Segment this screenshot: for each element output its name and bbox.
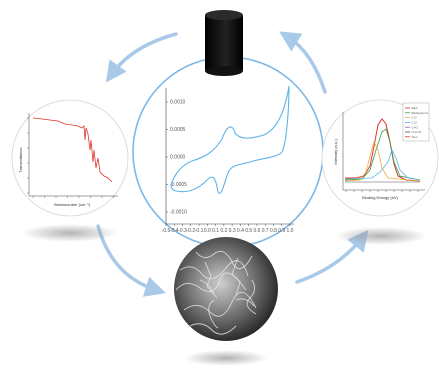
cv-x-tick-label: -0.5 bbox=[162, 228, 171, 234]
sem-shadow bbox=[184, 350, 268, 366]
xps-legend-label: O-C=O bbox=[412, 130, 422, 134]
cv-x-tick-label: 1.0 bbox=[287, 228, 294, 234]
sem-image bbox=[174, 237, 278, 341]
xps-xlabel: Binding Energy (eV) bbox=[362, 195, 398, 200]
cv-x-tick-label: 0.2 bbox=[220, 228, 227, 234]
cv-y-tick-label: 0.0010 bbox=[170, 100, 186, 106]
xps-raw bbox=[345, 118, 421, 182]
ir-shadow bbox=[22, 224, 118, 242]
cv-y-tick-label: 0.0005 bbox=[170, 127, 186, 133]
ir-xlabel: Wavenumber (cm⁻¹) bbox=[54, 202, 91, 207]
cv-x-tick-label: 0.7 bbox=[262, 228, 269, 234]
ir-circle bbox=[11, 99, 129, 217]
xps-ylabel: Intensity (a.u.) bbox=[333, 139, 338, 165]
cv-x-ticks: -0.5 -0.4 -0.3 -0.2 -0.1 0.0 0.1 0.2 0.3 0.4 0.5 0.… bbox=[162, 224, 294, 234]
cv-x-tick-label: -0.3 bbox=[178, 228, 187, 234]
cv-x-tick-label: 0.0 bbox=[204, 228, 211, 234]
cv-x-tick-label: 0.4 bbox=[237, 228, 244, 234]
ir-ylabel: Transmittance bbox=[18, 147, 23, 173]
sem-panel bbox=[174, 237, 278, 366]
xps-legend-label: C-O bbox=[412, 121, 418, 125]
cycle-arrow-top-left bbox=[105, 32, 178, 83]
xps-comp-orange bbox=[344, 140, 421, 182]
xps-legend-label: Sum bbox=[412, 135, 419, 139]
cv-x-tick-label: 0.3 bbox=[229, 228, 236, 234]
cv-y-ticks: 0.0010 0.0005 0.0000 -0.0005 -0.0010 bbox=[166, 100, 187, 216]
cv-y-tick-label: -0.0005 bbox=[170, 182, 187, 188]
xps-legend-label: Raw bbox=[412, 106, 419, 110]
cv-x-tick-label: 0.9 bbox=[278, 228, 285, 234]
cv-x-tick-label: 0.5 bbox=[245, 228, 252, 234]
xps-legend-label: C=O bbox=[412, 125, 419, 129]
xps-legend-box bbox=[402, 102, 430, 142]
cv-x-tick-label: 0.6 bbox=[253, 228, 260, 234]
cv-curve bbox=[170, 85, 290, 194]
xps-shadow bbox=[335, 227, 427, 245]
ir-curve bbox=[32, 117, 113, 183]
cycle-arrow-bottom-right bbox=[295, 229, 369, 284]
xps-legend-label: Background bbox=[412, 111, 428, 115]
xps-comp-green bbox=[344, 128, 421, 181]
xps-legend-label: C-C bbox=[412, 116, 418, 120]
ir-panel: Transmittance Wavenumber (cm⁻¹) bbox=[11, 99, 129, 242]
xps-comp-blue bbox=[344, 148, 421, 181]
sem-texture bbox=[175, 250, 257, 335]
electrode-cylinder bbox=[205, 10, 243, 76]
central-circle bbox=[132, 56, 324, 248]
cv-x-tick-label: -0.2 bbox=[186, 228, 195, 234]
cycle-arrow-top-right bbox=[279, 31, 327, 94]
cv-x-tick-label: -0.4 bbox=[170, 228, 179, 234]
cv-x-tick-label: 0.8 bbox=[270, 228, 277, 234]
cv-y-tick-label: 0.0000 bbox=[170, 155, 186, 161]
cv-x-tick-label: -0.1 bbox=[195, 228, 204, 234]
cv-y-tick-label: -0.0010 bbox=[170, 210, 187, 216]
cv-x-tick-label: 0.1 bbox=[212, 228, 219, 234]
